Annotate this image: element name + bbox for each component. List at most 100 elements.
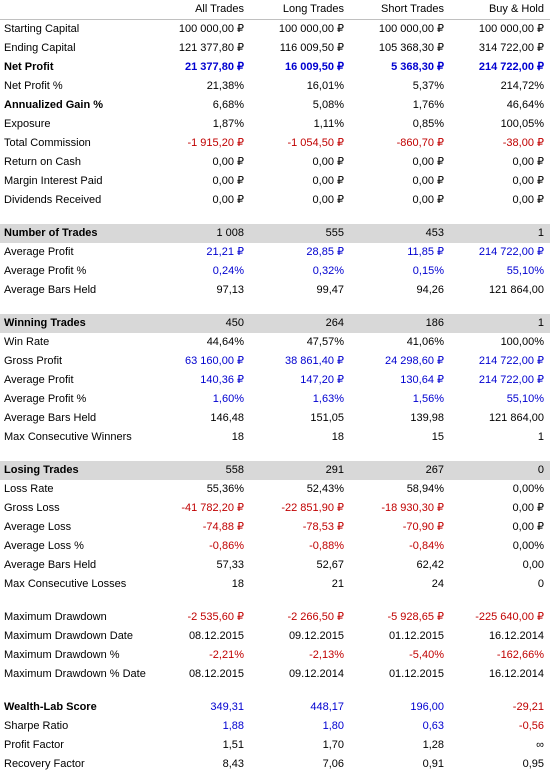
row-value: 100 000,00 ₽ — [350, 20, 450, 40]
row-value: 11,85 ₽ — [350, 243, 450, 262]
row-value: 99,47 — [250, 281, 350, 300]
row-value: 52,43% — [250, 480, 350, 499]
row-value: 7,06 — [250, 755, 350, 774]
row-value: 100,00% — [450, 333, 550, 352]
row-value: 18 — [250, 428, 350, 447]
row-label: Total Commission — [0, 134, 150, 153]
row-label: Gross Loss — [0, 499, 150, 518]
row-value: 121 864,00 — [450, 281, 550, 300]
row-value: 555 — [250, 224, 350, 243]
row-value: 16.12.2014 — [450, 665, 550, 684]
row-value: 16 009,50 ₽ — [250, 58, 350, 77]
table-row: Maximum Drawdown-2 535,60 ₽-2 266,50 ₽-5… — [0, 608, 550, 627]
row-value: 09.12.2014 — [250, 665, 350, 684]
row-value: 214 722,00 ₽ — [450, 371, 550, 390]
table-row: Win Rate44,64%47,57%41,06%100,00% — [0, 333, 550, 352]
table-row — [0, 684, 550, 698]
row-value: 0,00 ₽ — [250, 153, 350, 172]
header-long-trades: Long Trades — [250, 0, 350, 20]
spacer-cell — [0, 300, 550, 314]
table-row: Annualized Gain %6,68%5,08%1,76%46,64% — [0, 96, 550, 115]
row-value: 41,06% — [350, 333, 450, 352]
header-short-trades: Short Trades — [350, 0, 450, 20]
row-value: 1 008 — [150, 224, 250, 243]
row-value: 5,37% — [350, 77, 450, 96]
table-row — [0, 300, 550, 314]
row-value: -860,70 ₽ — [350, 134, 450, 153]
table-row — [0, 447, 550, 461]
row-value: -5,40% — [350, 646, 450, 665]
row-value: 100 000,00 ₽ — [150, 20, 250, 40]
row-label: Max Consecutive Winners — [0, 428, 150, 447]
row-value: -22 851,90 ₽ — [250, 499, 350, 518]
row-label: Loss Rate — [0, 480, 150, 499]
row-value: 97,13 — [150, 281, 250, 300]
row-value: 291 — [250, 461, 350, 480]
row-label: Average Bars Held — [0, 556, 150, 575]
row-value: 0,00 ₽ — [150, 172, 250, 191]
row-value: -41 782,20 ₽ — [150, 499, 250, 518]
table-row: Maximum Drawdown % Date08.12.201509.12.2… — [0, 665, 550, 684]
table-row: Maximum Drawdown Date08.12.201509.12.201… — [0, 627, 550, 646]
row-value: 5,08% — [250, 96, 350, 115]
row-value: 55,10% — [450, 390, 550, 409]
table-row: Average Bars Held57,3352,6762,420,00 — [0, 556, 550, 575]
row-value: 08.12.2015 — [150, 627, 250, 646]
row-label: Wealth-Lab Score — [0, 698, 150, 717]
row-value: -2,21% — [150, 646, 250, 665]
row-value: -29,21 — [450, 698, 550, 717]
row-value: 1,63% — [250, 390, 350, 409]
row-label: Win Rate — [0, 333, 150, 352]
row-value: 0,00% — [450, 537, 550, 556]
table-row: Wealth-Lab Score349,31448,17196,00-29,21 — [0, 698, 550, 717]
row-value: 01.12.2015 — [350, 665, 450, 684]
row-value: 0,00 — [450, 556, 550, 575]
row-value: 453 — [350, 224, 450, 243]
row-label: Annualized Gain % — [0, 96, 150, 115]
row-value: 46,64% — [450, 96, 550, 115]
row-label: Average Profit — [0, 243, 150, 262]
table-row: Maximum Drawdown %-2,21%-2,13%-5,40%-162… — [0, 646, 550, 665]
row-value: 1,11% — [250, 115, 350, 134]
row-label: Net Profit — [0, 58, 150, 77]
row-value: 0,85% — [350, 115, 450, 134]
row-value: -70,90 ₽ — [350, 518, 450, 537]
table-row: Profit Factor1,511,701,28∞ — [0, 736, 550, 755]
row-label: Maximum Drawdown % — [0, 646, 150, 665]
row-value: 1,28 — [350, 736, 450, 755]
row-value: 0,00 ₽ — [450, 172, 550, 191]
row-value: 448,17 — [250, 698, 350, 717]
row-value: -1 054,50 ₽ — [250, 134, 350, 153]
table-row: Average Bars Held97,1399,4794,26121 864,… — [0, 281, 550, 300]
table-row: Margin Interest Paid0,00 ₽0,00 ₽0,00 ₽0,… — [0, 172, 550, 191]
row-value: 62,42 — [350, 556, 450, 575]
row-value: 116 009,50 ₽ — [250, 39, 350, 58]
row-label: Dividends Received — [0, 191, 150, 210]
table-row: Winning Trades4502641861 — [0, 314, 550, 333]
table-row: Losing Trades5582912670 — [0, 461, 550, 480]
row-label: Exposure — [0, 115, 150, 134]
row-value: -0,86% — [150, 537, 250, 556]
row-value: 214,72% — [450, 77, 550, 96]
row-value: -74,88 ₽ — [150, 518, 250, 537]
row-value: -5 928,65 ₽ — [350, 608, 450, 627]
row-value: -0,88% — [250, 537, 350, 556]
row-value: 15 — [350, 428, 450, 447]
row-value: 16.12.2014 — [450, 627, 550, 646]
row-value: 196,00 — [350, 698, 450, 717]
row-value: 0,00 ₽ — [450, 518, 550, 537]
row-value: 47,57% — [250, 333, 350, 352]
row-label: Average Loss % — [0, 537, 150, 556]
table-row: Ending Capital121 377,80 ₽116 009,50 ₽10… — [0, 39, 550, 58]
row-label: Average Profit % — [0, 262, 150, 281]
row-value: 1,76% — [350, 96, 450, 115]
row-value: 1 — [450, 224, 550, 243]
row-value: 58,94% — [350, 480, 450, 499]
row-label: Return on Cash — [0, 153, 150, 172]
row-value: -0,56 — [450, 717, 550, 736]
row-value: 09.12.2015 — [250, 627, 350, 646]
row-value: 130,64 ₽ — [350, 371, 450, 390]
row-value: 21,21 ₽ — [150, 243, 250, 262]
table-row: Recovery Factor8,437,060,910,95 — [0, 755, 550, 774]
table-row — [0, 210, 550, 224]
